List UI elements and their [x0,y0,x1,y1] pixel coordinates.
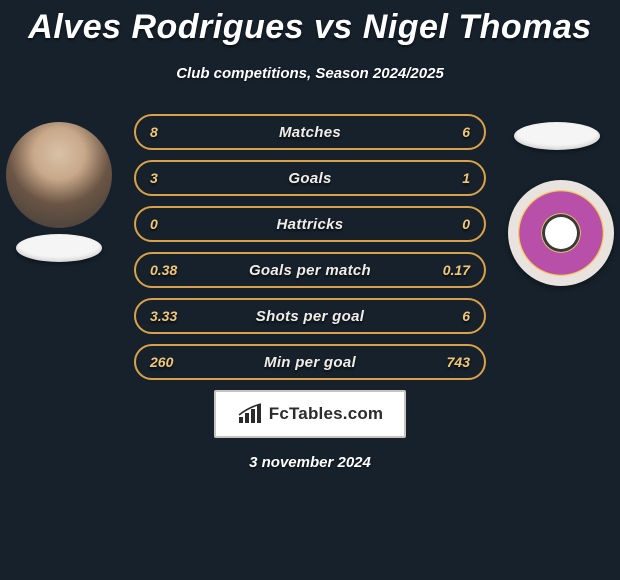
source-logo: FcTables.com [214,390,406,438]
stat-label: Hattricks [277,216,344,233]
player-right-club-badge [508,180,614,286]
stat-left-value: 0 [150,216,196,232]
player-right-flag [514,122,600,150]
subtitle: Club competitions, Season 2024/2025 [0,65,620,82]
player-left-column [6,122,112,262]
stat-right-value: 743 [424,354,470,370]
stat-left-value: 3.33 [150,308,196,324]
stat-left-value: 260 [150,354,196,370]
stat-right-value: 6 [424,308,470,324]
club-badge-inner [542,214,580,252]
logo-text: FcTables.com [269,404,384,424]
stat-left-value: 3 [150,170,196,186]
stat-row: 3 Goals 1 [134,160,486,196]
stat-label: Min per goal [264,354,356,371]
stats-table: 8 Matches 6 3 Goals 1 0 Hattricks 0 0.38… [134,114,486,380]
stat-left-value: 8 [150,124,196,140]
stat-row: 3.33 Shots per goal 6 [134,298,486,334]
stat-right-value: 0.17 [424,262,470,278]
stat-label: Matches [279,124,341,141]
stat-label: Shots per goal [256,308,364,325]
stat-label: Goals [288,170,331,187]
stat-row: 8 Matches 6 [134,114,486,150]
player-left-flag [16,234,102,262]
stat-right-value: 1 [424,170,470,186]
player-left-avatar [6,122,112,228]
stat-right-value: 0 [424,216,470,232]
player-right-column [508,122,614,286]
stat-row: 0 Hattricks 0 [134,206,486,242]
date-label: 3 november 2024 [0,454,620,471]
bar-chart-icon [237,403,263,425]
club-badge-graphic [518,190,604,276]
stat-row: 260 Min per goal 743 [134,344,486,380]
page-title: Alves Rodrigues vs Nigel Thomas [0,0,620,47]
stat-row: 0.38 Goals per match 0.17 [134,252,486,288]
stat-label: Goals per match [249,262,371,279]
stat-left-value: 0.38 [150,262,196,278]
comparison-panel: 8 Matches 6 3 Goals 1 0 Hattricks 0 0.38… [0,114,620,471]
avatar-photo [6,122,112,228]
stat-right-value: 6 [424,124,470,140]
